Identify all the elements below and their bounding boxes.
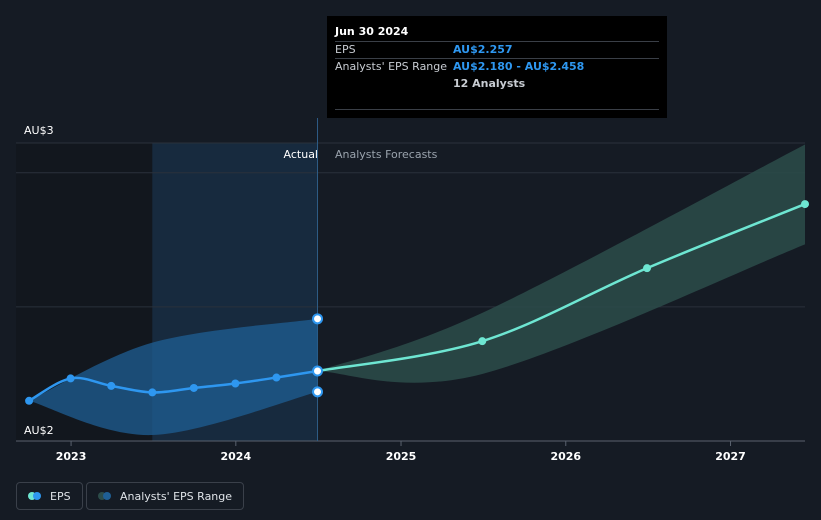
tooltip-date: Jun 30 2024 (335, 25, 409, 38)
y-axis-top-label: AU$3 (24, 124, 54, 137)
tooltip-eps-label: EPS (335, 43, 356, 56)
eps-point (189, 383, 198, 392)
highlight-marker (312, 365, 324, 377)
x-tick-label: 2023 (56, 450, 87, 463)
x-tick-label: 2025 (386, 450, 417, 463)
x-tick-label: 2026 (550, 450, 581, 463)
eps-forecast-point (643, 264, 652, 273)
highlight-marker (312, 386, 324, 398)
legend-eps[interactable]: EPS (16, 482, 83, 510)
tooltip-divider (335, 58, 659, 59)
legend-eps-label: EPS (50, 489, 71, 503)
tooltip-eps-value: AU$2.257 (453, 43, 513, 56)
x-tick-label: 2027 (715, 450, 746, 463)
x-tick-label: 2024 (221, 450, 252, 463)
eps-point (66, 374, 75, 383)
past-range-band (29, 318, 318, 436)
tooltip-analysts: 12 Analysts (453, 77, 526, 90)
eps-point (272, 373, 281, 382)
forecast-label: Analysts Forecasts (335, 148, 438, 161)
eps-legend-icon (28, 492, 42, 500)
tooltip-range-label: Analysts' EPS Range (335, 60, 448, 73)
tooltip: Jun 30 2024 EPS AU$2.257 Analysts' EPS R… (327, 16, 667, 118)
eps-forecast-line (317, 202, 806, 373)
eps-point (148, 388, 157, 397)
tooltip-divider (335, 109, 659, 110)
eps-point (25, 396, 34, 405)
eps-forecast-point (478, 337, 487, 346)
legend-range[interactable]: Analysts' EPS Range (86, 482, 245, 510)
highlight-marker (312, 313, 324, 325)
eps-point (107, 381, 116, 390)
tooltip-range-value: AU$2.180 - AU$2.458 (453, 60, 585, 73)
actual-label: Actual (284, 148, 318, 161)
y-axis-bottom-label: AU$2 (24, 424, 54, 437)
eps-forecast-point (801, 200, 809, 209)
eps-point (231, 379, 240, 388)
legend-range-label: Analysts' EPS Range (120, 489, 233, 503)
tooltip-divider (335, 41, 659, 42)
forecast-range-band (317, 144, 805, 383)
range-legend-icon (98, 492, 112, 500)
